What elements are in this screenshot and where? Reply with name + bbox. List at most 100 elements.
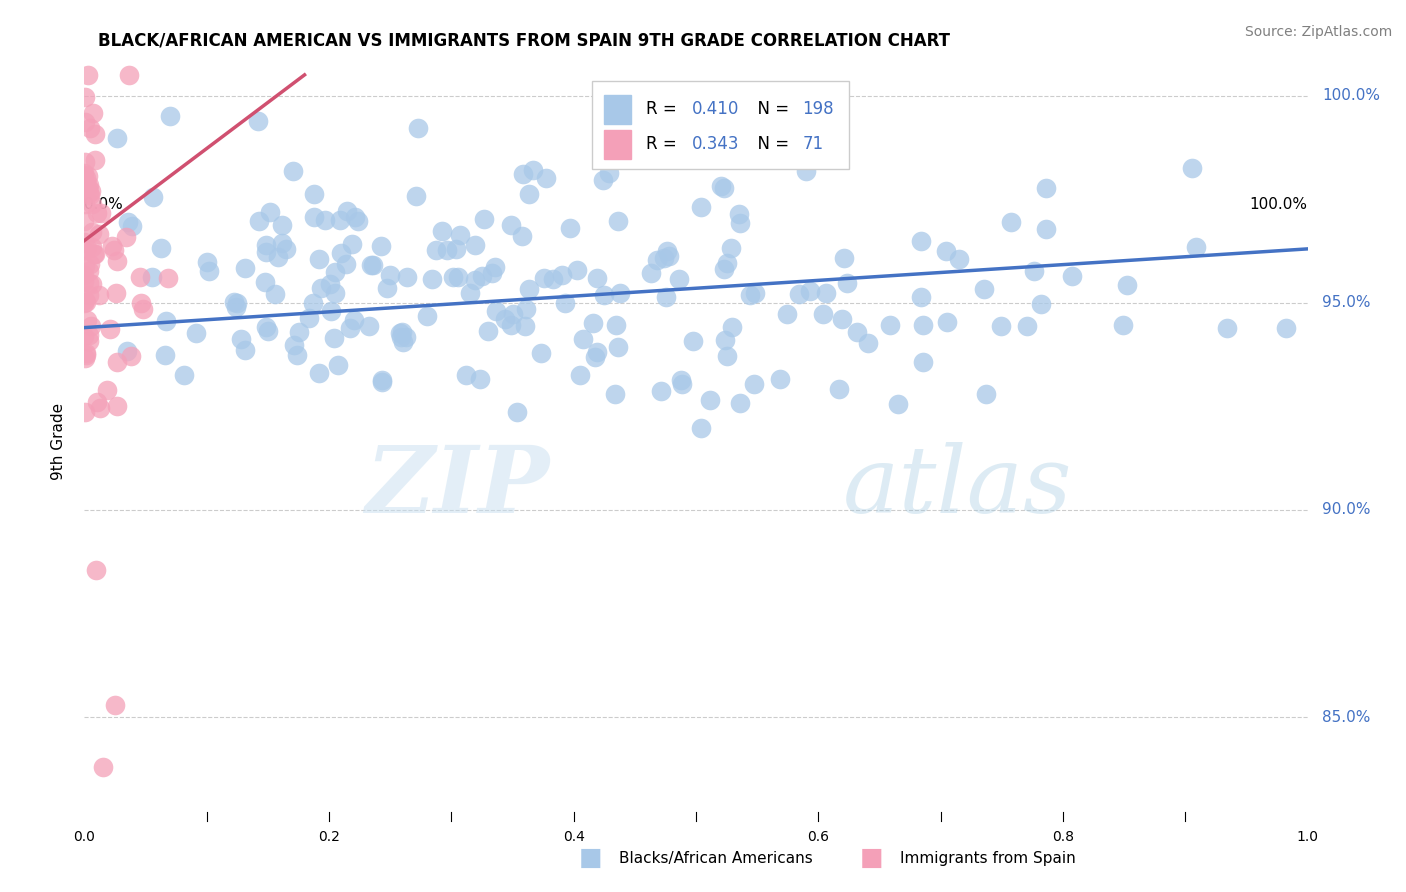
Y-axis label: 9th Grade: 9th Grade — [51, 403, 66, 480]
Point — [84, 247, 107, 261]
Point — [742, 376, 765, 391]
Point — [392, 334, 415, 349]
Point — [129, 296, 152, 310]
Point — [1024, 264, 1046, 278]
Point — [247, 213, 270, 227]
Point — [84, 563, 107, 577]
Point — [73, 293, 96, 308]
Point — [103, 243, 125, 257]
Text: N =: N = — [748, 136, 794, 153]
Point — [713, 261, 735, 276]
Point — [257, 324, 280, 338]
Point — [592, 288, 614, 302]
Point — [73, 405, 96, 419]
Point — [105, 355, 128, 369]
Point — [716, 256, 738, 270]
Point — [441, 270, 464, 285]
Point — [342, 313, 364, 327]
Point — [186, 326, 208, 340]
Point — [845, 325, 868, 339]
Point — [406, 120, 429, 135]
Point — [454, 368, 477, 382]
Point — [533, 271, 555, 285]
Point — [974, 386, 997, 401]
Point — [77, 334, 100, 348]
Point — [73, 273, 96, 287]
Point — [728, 207, 751, 221]
Point — [73, 329, 96, 343]
Point — [499, 218, 522, 232]
Point — [1035, 222, 1057, 236]
Point — [371, 373, 394, 387]
Point — [80, 197, 103, 211]
Point — [75, 346, 97, 360]
Point — [87, 227, 110, 242]
Point — [75, 181, 97, 195]
Point — [84, 153, 107, 167]
Point — [655, 290, 678, 304]
Point — [309, 281, 332, 295]
Point — [425, 243, 447, 257]
Point — [652, 251, 675, 265]
Point — [198, 264, 221, 278]
Point — [948, 252, 970, 266]
Point — [271, 236, 294, 251]
Point — [787, 286, 810, 301]
Point — [326, 358, 349, 372]
Point — [378, 268, 401, 283]
Point — [96, 383, 118, 397]
Point — [744, 285, 766, 300]
Point — [80, 318, 103, 333]
Point — [464, 238, 486, 252]
Point — [879, 318, 901, 332]
Point — [142, 190, 165, 204]
Point — [912, 355, 935, 369]
Point — [554, 295, 576, 310]
Point — [713, 180, 735, 194]
Point — [730, 216, 752, 230]
Point — [254, 238, 277, 252]
Point — [395, 269, 418, 284]
Point — [150, 241, 173, 255]
Text: 71: 71 — [803, 136, 824, 153]
Point — [105, 399, 128, 413]
Point — [598, 166, 620, 180]
Point — [710, 178, 733, 193]
Point — [565, 263, 588, 277]
Point — [90, 206, 112, 220]
Point — [444, 242, 467, 256]
Point — [264, 287, 287, 301]
Point — [640, 266, 662, 280]
Point — [77, 287, 100, 301]
Point — [342, 236, 364, 251]
Point — [76, 179, 98, 194]
Point — [339, 321, 361, 335]
Text: ZIP: ZIP — [366, 442, 550, 532]
Point — [302, 295, 325, 310]
Text: R =: R = — [645, 100, 682, 119]
Point — [515, 301, 537, 316]
Point — [323, 285, 346, 300]
Point — [329, 246, 352, 260]
Point — [75, 348, 97, 362]
Point — [1062, 268, 1084, 283]
Point — [222, 295, 245, 310]
Point — [73, 166, 96, 180]
Point — [80, 240, 103, 254]
Point — [335, 257, 357, 271]
Point — [276, 242, 298, 256]
Point — [319, 277, 342, 291]
Point — [650, 384, 672, 398]
Point — [173, 368, 195, 383]
Point — [1181, 161, 1204, 175]
Point — [669, 373, 692, 387]
Point — [389, 326, 412, 340]
Point — [585, 344, 607, 359]
Point — [831, 312, 853, 326]
Point — [645, 252, 668, 267]
Point — [910, 290, 932, 304]
Point — [720, 241, 742, 255]
Text: Blacks/African Americans: Blacks/African Americans — [619, 851, 813, 865]
Point — [76, 313, 98, 327]
Point — [377, 281, 399, 295]
